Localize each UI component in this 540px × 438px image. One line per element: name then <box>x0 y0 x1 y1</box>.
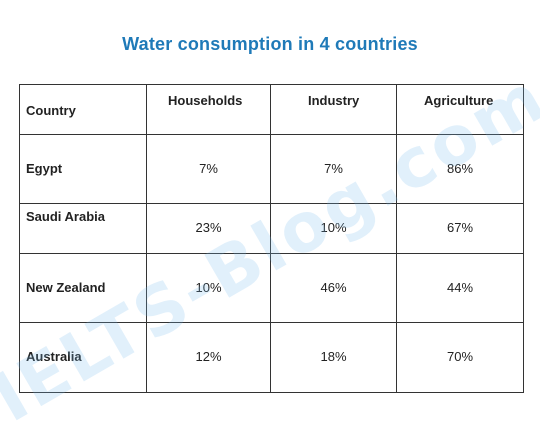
header-agriculture-label: Agriculture <box>424 93 494 108</box>
households-value: 7% <box>199 161 218 176</box>
industry-value: 18% <box>320 349 347 364</box>
households-cell: 10% <box>146 253 271 323</box>
country-cell: Egypt <box>19 134 147 204</box>
country-name: Australia <box>26 349 82 364</box>
industry-cell: 7% <box>270 134 397 204</box>
industry-cell: 46% <box>270 253 397 323</box>
industry-value: 7% <box>324 161 343 176</box>
country-name: Egypt <box>26 161 63 176</box>
agriculture-value: 67% <box>446 220 474 235</box>
agriculture-value: 44% <box>446 280 474 295</box>
country-cell: New Zealand <box>19 253 147 323</box>
table-row: Australia 12% 18% 70% <box>19 322 524 393</box>
table-row: New Zealand 10% 46% 44% <box>19 253 524 323</box>
country-cell: Australia <box>19 322 147 393</box>
header-country-label: Country <box>26 103 76 118</box>
water-consumption-table: Country Households Industry Agriculture … <box>19 84 524 393</box>
table-row: Egypt 7% 7% 86% <box>19 134 524 204</box>
industry-value: 46% <box>320 280 347 295</box>
households-value: 10% <box>195 280 222 295</box>
country-name: New Zealand <box>26 280 106 295</box>
header-households-label: Households <box>168 93 243 108</box>
agriculture-cell: 70% <box>396 322 524 393</box>
header-cell-households: Households <box>146 84 271 135</box>
country-cell: Saudi Arabia <box>19 203 147 254</box>
agriculture-value: 70% <box>446 349 474 364</box>
households-cell: 7% <box>146 134 271 204</box>
households-cell: 12% <box>146 322 271 393</box>
country-name: Saudi Arabia <box>26 209 105 224</box>
households-cell: 23% <box>146 203 271 254</box>
page-title: Water consumption in 4 countries <box>122 34 418 54</box>
industry-cell: 18% <box>270 322 397 393</box>
header-cell-country: Country <box>19 84 147 135</box>
header-cell-industry: Industry <box>270 84 397 135</box>
industry-cell: 10% <box>270 203 397 254</box>
agriculture-cell: 86% <box>396 134 524 204</box>
agriculture-cell: 44% <box>396 253 524 323</box>
households-value: 23% <box>195 220 222 235</box>
agriculture-cell: 67% <box>396 203 524 254</box>
table-header-row: Country Households Industry Agriculture <box>19 84 524 135</box>
industry-value: 10% <box>320 220 347 235</box>
header-industry-label: Industry <box>308 93 360 108</box>
header-cell-agriculture: Agriculture <box>396 84 524 135</box>
households-value: 12% <box>195 349 222 364</box>
table-row: Saudi Arabia 23% 10% 67% <box>19 203 524 254</box>
agriculture-value: 86% <box>446 161 474 176</box>
